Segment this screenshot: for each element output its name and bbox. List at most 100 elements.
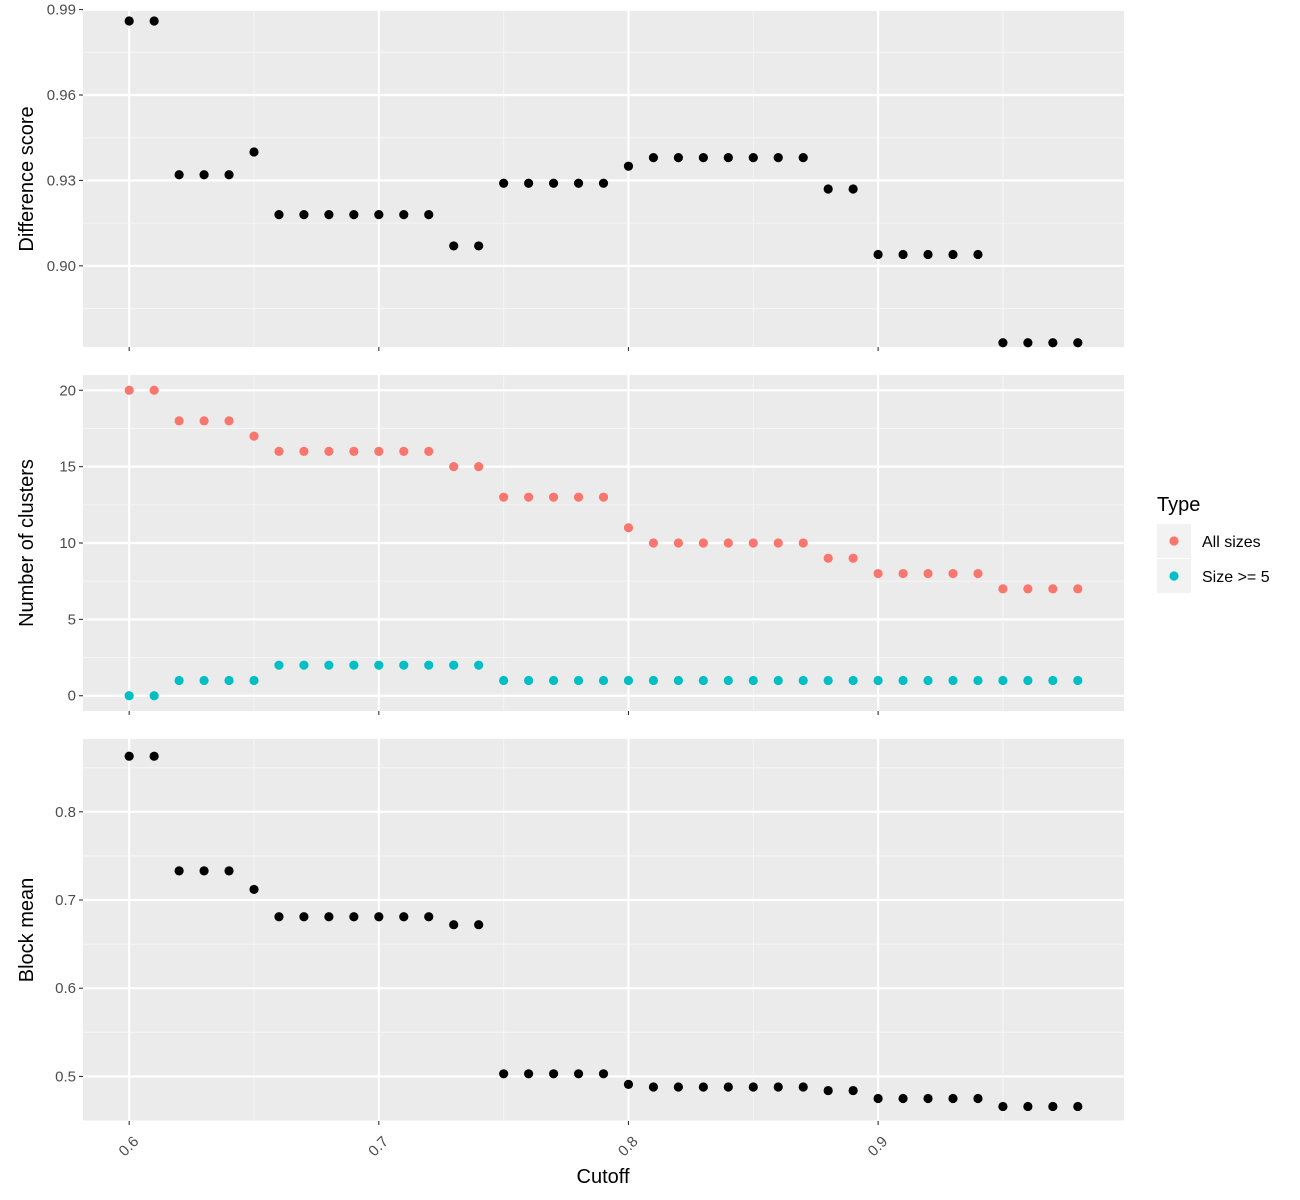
data-point xyxy=(573,675,584,686)
data-point xyxy=(149,751,159,761)
legend-dot-all-sizes xyxy=(1169,536,1179,546)
data-point xyxy=(324,209,334,220)
data-point xyxy=(998,675,1008,686)
data-point xyxy=(349,912,359,922)
data-point xyxy=(249,675,259,686)
data-point xyxy=(1048,675,1058,686)
data-point xyxy=(1048,1101,1058,1112)
data-point xyxy=(474,462,484,472)
series-block-mean-0 xyxy=(124,751,1083,1112)
y-axis-title-block-mean: Block mean xyxy=(16,878,38,983)
data-point xyxy=(773,153,783,163)
x-tick-label: 0.8 xyxy=(615,1133,642,1160)
data-point xyxy=(124,751,134,761)
data-point xyxy=(598,492,609,502)
data-point xyxy=(823,1085,833,1096)
legend: Type All sizes Size >= 5 xyxy=(1157,494,1270,593)
y-tick-label: 0.7 xyxy=(55,892,76,909)
data-point xyxy=(748,153,758,163)
data-point xyxy=(773,538,783,548)
data-point xyxy=(324,912,334,922)
data-point xyxy=(823,675,833,686)
data-point xyxy=(249,147,259,157)
data-point xyxy=(873,675,883,686)
data-point xyxy=(823,184,833,194)
data-point xyxy=(399,446,409,456)
y-tick-label: 5 xyxy=(68,611,76,628)
data-point xyxy=(598,1069,609,1079)
panel-number-of-clusters: 0 5 10 15 20 Number of clusters xyxy=(16,375,1124,715)
data-point xyxy=(224,866,234,876)
data-point xyxy=(1023,1101,1033,1112)
data-point xyxy=(324,660,334,670)
data-point xyxy=(199,866,209,876)
data-point xyxy=(149,16,159,26)
data-point xyxy=(723,1082,733,1092)
data-point xyxy=(798,153,808,163)
y-tick-label: 0.93 xyxy=(47,172,76,189)
data-point xyxy=(249,431,259,441)
data-point xyxy=(948,568,958,579)
data-point xyxy=(274,209,284,220)
data-point xyxy=(873,1093,883,1104)
data-point xyxy=(374,660,384,670)
y-tick-label: 0.99 xyxy=(47,2,76,19)
data-point xyxy=(698,538,708,548)
data-point xyxy=(224,170,234,180)
data-point xyxy=(798,1082,808,1092)
data-point xyxy=(898,1093,908,1104)
data-point xyxy=(973,1093,983,1104)
data-point xyxy=(449,920,459,930)
data-point xyxy=(1073,584,1083,594)
data-point xyxy=(199,675,209,686)
data-point xyxy=(548,492,559,502)
series-number-of-clusters-1 xyxy=(124,660,1083,701)
data-point xyxy=(598,675,609,686)
data-point xyxy=(623,523,634,533)
data-point xyxy=(249,884,259,895)
data-point xyxy=(673,153,683,163)
series-number-of-clusters-0 xyxy=(124,385,1083,594)
legend-title: Type xyxy=(1157,494,1200,516)
data-point xyxy=(399,660,409,670)
data-point xyxy=(648,538,659,548)
panel-difference-score: 0.90 0.93 0.96 0.99 Difference score xyxy=(16,2,1124,351)
data-point xyxy=(124,16,134,26)
data-point xyxy=(449,241,459,251)
data-point xyxy=(773,1082,783,1092)
y-tick-label: 0.8 xyxy=(55,804,76,821)
data-point xyxy=(848,675,858,686)
data-point xyxy=(948,1093,958,1104)
data-point xyxy=(1023,584,1033,594)
data-point xyxy=(598,178,609,188)
data-point xyxy=(673,538,683,548)
legend-dot-size-ge-5 xyxy=(1169,571,1179,581)
data-point xyxy=(873,568,883,579)
y-tick-label: 10 xyxy=(59,535,76,552)
data-point xyxy=(1073,1101,1083,1112)
data-point xyxy=(798,538,808,548)
data-point xyxy=(848,553,858,563)
y-axis-title-number-of-clusters: Number of clusters xyxy=(16,459,38,627)
data-point xyxy=(149,385,159,395)
data-point xyxy=(374,446,384,456)
data-point xyxy=(548,675,559,686)
data-point xyxy=(124,691,134,701)
data-point xyxy=(623,161,634,171)
data-point xyxy=(1073,675,1083,686)
data-point xyxy=(274,912,284,922)
data-point xyxy=(673,1082,683,1092)
data-point xyxy=(998,1101,1008,1112)
data-point xyxy=(174,170,184,180)
data-point xyxy=(823,553,833,563)
data-point xyxy=(998,338,1008,348)
data-point xyxy=(349,446,359,456)
data-point xyxy=(424,912,434,922)
data-point xyxy=(1023,338,1033,348)
data-point xyxy=(723,153,733,163)
data-point xyxy=(474,241,484,251)
data-point xyxy=(723,538,733,548)
data-point xyxy=(499,492,509,502)
data-point xyxy=(1023,675,1033,686)
